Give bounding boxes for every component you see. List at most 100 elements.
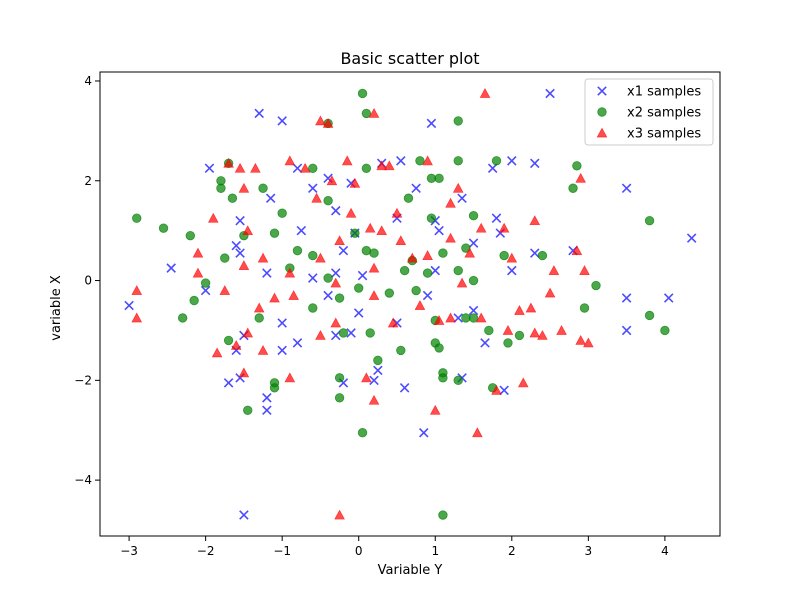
data-point <box>529 215 541 226</box>
data-point <box>507 156 517 166</box>
data-point <box>235 248 245 258</box>
data-point <box>292 163 303 174</box>
data-point <box>361 372 372 383</box>
data-point <box>308 273 318 283</box>
data-point <box>192 247 204 258</box>
data-point <box>284 267 296 278</box>
data-point <box>277 116 287 126</box>
data-point <box>491 384 502 395</box>
x-tick-label: 2 <box>508 544 516 558</box>
data-point <box>323 196 333 206</box>
data-point <box>242 327 254 338</box>
series-o-2 <box>132 88 670 520</box>
data-point <box>254 313 264 323</box>
data-point <box>422 290 433 301</box>
data-point <box>391 207 403 218</box>
data-point <box>411 285 421 296</box>
data-point <box>507 265 517 276</box>
data-point <box>517 377 529 388</box>
data-point <box>131 312 143 323</box>
data-point <box>185 230 196 241</box>
data-point <box>579 303 590 313</box>
y-tick-label: 0 <box>84 274 92 288</box>
data-point <box>253 302 265 313</box>
data-point <box>330 330 341 341</box>
data-point <box>334 235 345 246</box>
data-point <box>579 265 590 275</box>
legend-marker <box>596 127 608 138</box>
data-point <box>338 328 349 338</box>
data-point <box>464 247 476 258</box>
data-point <box>299 162 311 173</box>
data-point <box>166 263 176 273</box>
data-point <box>262 405 272 416</box>
plot-frame <box>99 71 721 537</box>
data-point <box>357 428 368 438</box>
data-point <box>472 427 483 438</box>
data-point <box>345 207 357 218</box>
data-point <box>326 175 338 186</box>
data-point <box>422 155 433 166</box>
data-point <box>502 325 514 335</box>
data-point <box>132 213 142 223</box>
data-point <box>376 160 387 171</box>
data-point <box>429 404 441 415</box>
data-point <box>243 405 253 415</box>
series-x-1 <box>124 88 697 520</box>
data-point <box>411 183 421 194</box>
data-point <box>284 372 296 383</box>
data-point <box>384 288 395 298</box>
data-point <box>387 317 399 328</box>
data-point <box>368 262 380 273</box>
data-point <box>403 193 414 203</box>
legend-marker <box>597 86 607 96</box>
data-point <box>426 213 437 223</box>
data-point <box>158 223 169 233</box>
data-point <box>200 285 211 296</box>
series-^-3 <box>131 88 594 520</box>
data-point <box>621 325 632 336</box>
data-point <box>323 290 333 301</box>
data-point <box>468 305 479 316</box>
data-point <box>433 315 445 325</box>
data-point <box>269 228 280 238</box>
data-point <box>315 115 326 126</box>
data-point <box>575 172 586 183</box>
y-tick-label: −4 <box>74 473 92 487</box>
data-point <box>468 275 479 286</box>
data-point <box>354 283 364 293</box>
data-point <box>621 183 632 194</box>
data-point <box>468 238 479 248</box>
x-tick-label: 0 <box>355 544 363 558</box>
data-point <box>376 225 387 236</box>
axes: −3 −2 −1 0 1 2 3 4 −4 −2 0 2 4 <box>74 71 721 558</box>
data-point <box>284 155 296 166</box>
plot-marks <box>124 88 697 520</box>
legend-label: x2 samples <box>627 106 701 121</box>
data-point <box>475 312 487 323</box>
data-point <box>453 116 463 126</box>
x-tick-label: 3 <box>585 544 593 558</box>
data-point <box>211 347 223 358</box>
data-point <box>207 212 219 223</box>
legend-label: x3 samples <box>627 127 701 142</box>
data-point <box>189 295 199 306</box>
data-point <box>315 252 326 263</box>
data-point <box>498 222 510 233</box>
data-point <box>487 163 498 174</box>
data-point <box>223 157 234 168</box>
data-point <box>499 385 509 396</box>
data-point <box>258 183 268 193</box>
data-point <box>334 393 345 403</box>
data-point <box>235 215 245 226</box>
data-point <box>353 308 364 318</box>
data-point <box>223 378 234 388</box>
data-point <box>461 243 471 253</box>
x-tick-label: −2 <box>197 544 215 558</box>
data-point <box>334 293 345 303</box>
data-point <box>426 118 437 129</box>
data-point <box>491 156 502 166</box>
data-point <box>330 268 341 278</box>
data-point <box>177 313 188 323</box>
